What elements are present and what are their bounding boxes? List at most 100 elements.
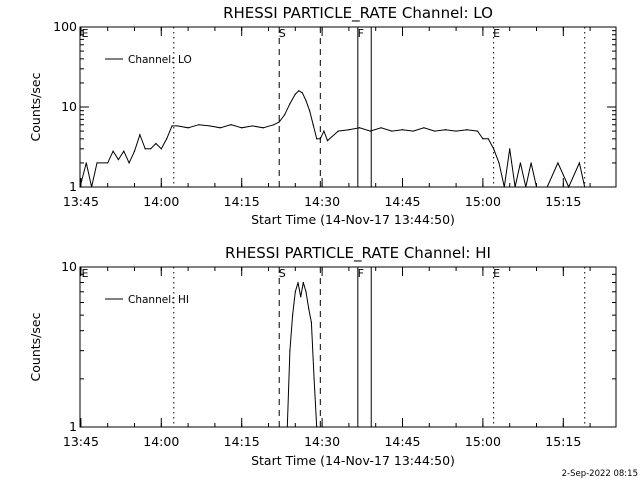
panel-1-data-point	[262, 127, 264, 129]
panel-1-data-point	[503, 186, 505, 188]
panel-1-data-point	[514, 186, 516, 188]
panel-1-data-point	[412, 130, 414, 132]
panel-1-series-line	[79, 90, 586, 189]
footer-date: 2-Sep-2022 08:15	[562, 469, 638, 479]
panel-1-data-point	[283, 114, 286, 116]
panel-1-data-point	[208, 125, 211, 127]
panel-2-data-point	[297, 281, 299, 284]
panel-1-data-point	[123, 150, 125, 152]
panel-1-data-point	[176, 125, 178, 127]
panel-1-data-point	[319, 138, 321, 140]
panel-2-series-line	[286, 282, 318, 428]
panel-2-y-tick-label: 10	[61, 259, 77, 274]
panel-1-data-point	[423, 127, 425, 129]
panel-1-y-tick-label: 100	[53, 19, 77, 34]
panel-2-frame	[79, 266, 617, 428]
panel-1-x-axis-label: Start Time (14-Nov-17 13:44:50)	[251, 212, 455, 227]
panel-1-data-point	[557, 162, 559, 164]
panel-1-data-point	[337, 130, 339, 132]
panel-1-data-point	[316, 138, 318, 140]
panel-2-x-tick-label: 14:30	[304, 434, 340, 449]
panel-1-data-point	[305, 100, 307, 102]
panel-1-data-point	[251, 125, 254, 127]
panel-1-marker-label: F	[358, 27, 364, 40]
panel-1-data-point	[171, 125, 173, 127]
panel-1-x-tick-label: 15:15	[545, 194, 581, 209]
panel-1-data-point	[128, 162, 130, 164]
panel-1-legend-label: Channel: LO	[128, 54, 192, 66]
panel-2-data-point	[286, 426, 288, 428]
panel-1-data-point	[301, 92, 304, 94]
panel-1-data-point	[144, 148, 146, 150]
panel-2-data-point	[300, 296, 302, 298]
panel-2-data-point	[316, 426, 318, 428]
panel-1-data-point	[434, 130, 436, 132]
panel-1-data-point	[91, 186, 93, 188]
panel-2-title: RHESSI PARTICLE_RATE Channel: HI	[225, 244, 491, 263]
panel-1-data-point	[530, 162, 532, 164]
panel-2-data-point	[302, 281, 304, 284]
panel-1-data-point	[96, 162, 98, 164]
panel-2-marker-label: E	[82, 267, 89, 280]
panel-1-data-point	[359, 127, 361, 129]
panel-1-data-point	[525, 186, 527, 188]
panel-1-data-point	[312, 124, 314, 126]
panel-1-marker-label: E	[493, 27, 500, 40]
panel-1-data-point	[326, 140, 329, 142]
panel-2-data-point	[292, 314, 294, 316]
panel-1-data-point	[584, 186, 586, 188]
panel-1-data-point	[294, 93, 296, 95]
panel-1-frame	[79, 26, 617, 188]
panel-1-data-point	[455, 130, 457, 132]
panel-2-x-tick-label: 15:00	[465, 434, 501, 449]
panel-1-x-tick-label: 14:30	[304, 194, 340, 209]
panel-1-data-point	[369, 130, 371, 132]
panel-1-data-point	[487, 138, 489, 140]
panel-2-data-point	[308, 307, 310, 310]
panel-2-y-axis-label: Counts/sec	[28, 312, 43, 381]
panel-2-marker-label: S	[279, 267, 286, 280]
panel-2-x-tick-label: 14:00	[143, 434, 179, 449]
panel-2-data-point	[289, 350, 291, 352]
panel-1-data-point	[348, 129, 350, 131]
panel-1-y-tick-label: 10	[61, 99, 77, 114]
panel-2-data-point	[294, 291, 296, 293]
panel-1-y-tick-label: 1	[69, 179, 77, 194]
panel-1-data-point	[391, 130, 393, 132]
panel-1-data-point	[298, 90, 300, 92]
panel-1-data-point	[493, 148, 495, 150]
panel-1-x-tick-label: 14:00	[143, 194, 179, 209]
panel-1-data-point	[241, 127, 243, 129]
panel-2-x-tick-label: 15:15	[545, 434, 581, 449]
panel-1-data-point	[444, 129, 446, 131]
panel-1-data-point	[79, 186, 81, 188]
panel-1-data-point	[139, 134, 141, 136]
panel-1-data-point	[401, 129, 404, 131]
panel-1-data-point	[112, 150, 114, 152]
panel-1-data-point	[289, 103, 291, 105]
panel-1-data-point	[380, 127, 382, 129]
panel-2-data-point	[313, 378, 315, 380]
panel-1-data-point	[482, 138, 484, 140]
panel-1-data-point	[166, 138, 168, 140]
panel-2-marker-label: F	[358, 267, 364, 280]
panel-2-x-tick-label: 14:45	[384, 434, 420, 449]
panel-1-data-point	[149, 148, 152, 150]
panel-1-data-point	[466, 129, 468, 131]
panel-2-data-point	[305, 291, 307, 293]
panel-1-data-point	[509, 148, 511, 150]
panel-1-marker-label: E	[82, 27, 89, 40]
panel-1-x-tick-label: 14:45	[384, 194, 420, 209]
panel-1-data-point	[476, 130, 479, 132]
panel-1-title: RHESSI PARTICLE_RATE Channel: LO	[223, 4, 493, 23]
panel-1-x-tick-label: 15:00	[465, 194, 501, 209]
panel-1-data-point	[198, 124, 200, 126]
panel-1-data-point	[578, 162, 580, 164]
panel-1-data-point	[85, 162, 87, 164]
panel-1-data-point	[155, 142, 157, 145]
panel-2-x-axis-label: Start Time (14-Nov-17 13:44:50)	[251, 453, 455, 468]
panel-2: RHESSI PARTICLE_RATE Channel: HI 1 10 13:45…	[28, 244, 617, 468]
panel-1-x-tick-label: 14:15	[224, 194, 260, 209]
